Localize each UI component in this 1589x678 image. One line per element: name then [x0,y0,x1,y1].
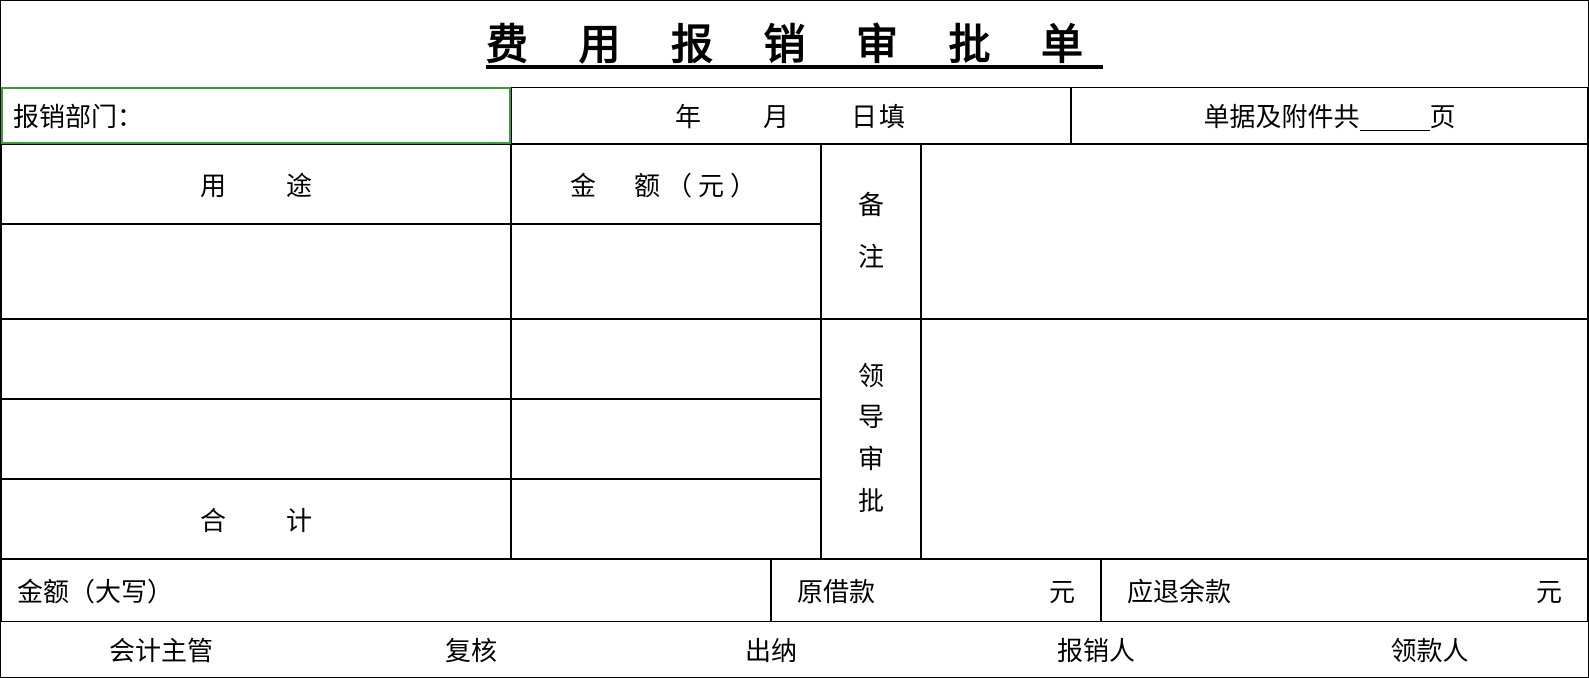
pages-suffix: 页 [1430,97,1456,134]
amount-row-2[interactable] [511,319,821,399]
sig-applicant: 报销人 [921,627,1271,672]
main-table: 用途 合计 金 额（元） 备 注 领 导 审 批 [1,144,1588,559]
note-label-cell: 备 注 [821,144,921,319]
pages-prefix: 单据及附件共 [1203,97,1359,134]
date-cell[interactable]: 年 月 日填 [511,87,1071,144]
loan-cell[interactable]: 原借款 元 [771,559,1101,622]
refund-label: 应退余款 [1127,572,1231,609]
day-fill-label: 日填 [851,97,907,134]
note-char-2: 注 [858,232,884,284]
form-title: 费 用 报 销 审 批 单 [486,23,1103,69]
area-column [921,144,1588,559]
sig-accountant: 会计主管 [1,627,321,672]
amount-row-1[interactable] [511,224,821,319]
summary-row: 金额（大写） 原借款 元 应退余款 元 [1,559,1588,622]
pages-cell[interactable]: 单据及附件共 页 [1071,87,1588,144]
purpose-header: 用途 [1,144,511,224]
amount-total[interactable] [511,479,821,559]
purpose-row-3[interactable] [1,399,511,479]
refund-unit: 元 [1536,572,1562,609]
approve-area[interactable] [921,319,1588,559]
amount-cn-cell[interactable]: 金额（大写） [1,559,771,622]
year-label: 年 [675,97,703,134]
note-area[interactable] [921,144,1588,319]
purpose-row-1[interactable] [1,224,511,319]
month-label: 月 [763,97,791,134]
approve-char-2: 导 [858,397,884,439]
dept-label: 报销部门： [13,97,143,134]
sig-cashier: 出纳 [621,627,921,672]
sig-reviewer: 复核 [321,627,621,672]
note-char-1: 备 [858,180,884,232]
approve-char-4: 批 [858,481,884,523]
dept-cell[interactable]: 报销部门： [1,87,511,144]
sig-payee: 领款人 [1271,627,1588,672]
form-container: 费 用 报 销 审 批 单 报销部门： 年 月 日填 单据及附件共 页 用途 合… [0,0,1589,678]
amount-cn-label: 金额（大写） [17,572,173,609]
amount-header: 金 额（元） [511,144,821,224]
note-column: 备 注 领 导 审 批 [821,144,921,559]
approve-char-1: 领 [858,356,884,398]
loan-unit: 元 [1049,572,1075,609]
approve-char-3: 审 [858,439,884,481]
purpose-row-2[interactable] [1,319,511,399]
refund-cell[interactable]: 应退余款 元 [1101,559,1588,622]
amount-column: 金 额（元） [511,144,821,559]
pages-blank[interactable] [1360,100,1430,131]
total-label: 合计 [1,479,511,559]
approve-label-cell: 领 导 审 批 [821,319,921,559]
header-row: 报销部门： 年 月 日填 单据及附件共 页 [1,87,1588,144]
signature-row: 会计主管 复核 出纳 报销人 领款人 [1,622,1588,677]
amount-row-3[interactable] [511,399,821,479]
purpose-column: 用途 合计 [1,144,511,559]
title-row: 费 用 报 销 审 批 单 [1,1,1588,87]
loan-label: 原借款 [797,572,875,609]
